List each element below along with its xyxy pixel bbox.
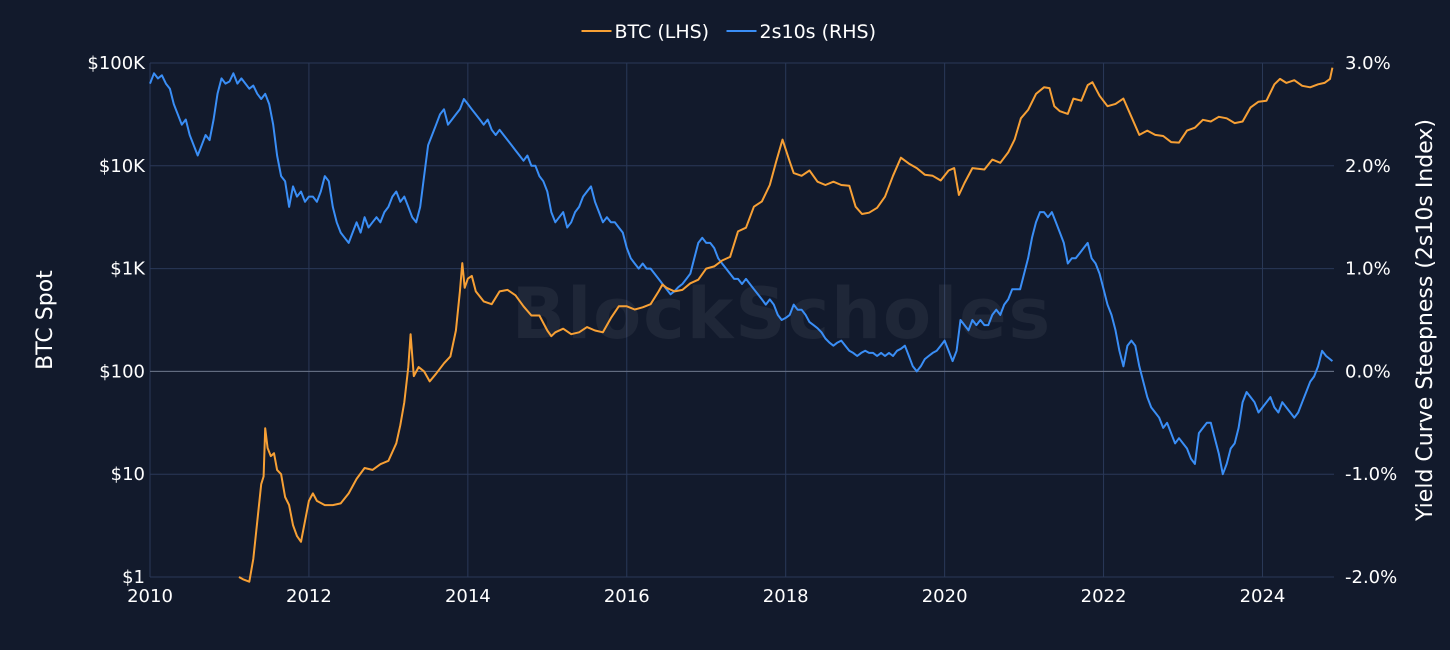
right-axis-ticks: -2.0% -1.0% 0.0% 1.0% 2.0% 3.0% <box>1345 53 1397 588</box>
x-tick-label: 2024 <box>1240 586 1286 607</box>
right-axis-title: Yield Curve Steepness (2s10s Index) <box>1413 119 1438 522</box>
x-tick-label: 2014 <box>445 586 491 607</box>
right-tick-label: -1.0% <box>1345 464 1397 485</box>
left-tick-label: $1 <box>122 567 145 588</box>
right-tick-label: 2.0% <box>1345 156 1391 177</box>
right-tick-label: 1.0% <box>1345 259 1391 280</box>
left-tick-label: $10K <box>99 156 146 177</box>
x-tick-label: 2018 <box>763 586 809 607</box>
x-axis-ticks: 2010 2012 2014 2016 2018 2020 2022 2024 <box>127 586 1285 607</box>
left-tick-label: $100 <box>99 361 145 382</box>
x-tick-label: 2022 <box>1081 586 1127 607</box>
legend-label: BTC (LHS) <box>615 21 710 43</box>
series-layer <box>149 67 1334 583</box>
left-axis-title: BTC Spot <box>33 270 58 370</box>
left-axis-ticks: $1 $10 $100 $1K $10K $100K <box>87 53 146 588</box>
legend: BTC (LHS) 2s10s (RHS) <box>581 21 876 43</box>
x-tick-label: 2016 <box>604 586 650 607</box>
left-tick-label: $100K <box>87 53 146 74</box>
x-tick-label: 2020 <box>922 586 968 607</box>
right-tick-label: -2.0% <box>1345 567 1397 588</box>
watermark: BlockScholes <box>512 273 1052 355</box>
left-tick-label: $10 <box>111 464 145 485</box>
grid <box>149 62 1334 578</box>
left-tick-label: $1K <box>110 259 146 280</box>
legend-label: 2s10s (RHS) <box>760 21 876 43</box>
x-tick-label: 2010 <box>127 586 173 607</box>
btc-series-line <box>238 67 1334 583</box>
spread-series-line <box>149 72 1334 476</box>
x-tick-label: 2012 <box>286 586 332 607</box>
right-tick-label: 0.0% <box>1345 361 1391 382</box>
right-tick-label: 3.0% <box>1345 53 1391 74</box>
